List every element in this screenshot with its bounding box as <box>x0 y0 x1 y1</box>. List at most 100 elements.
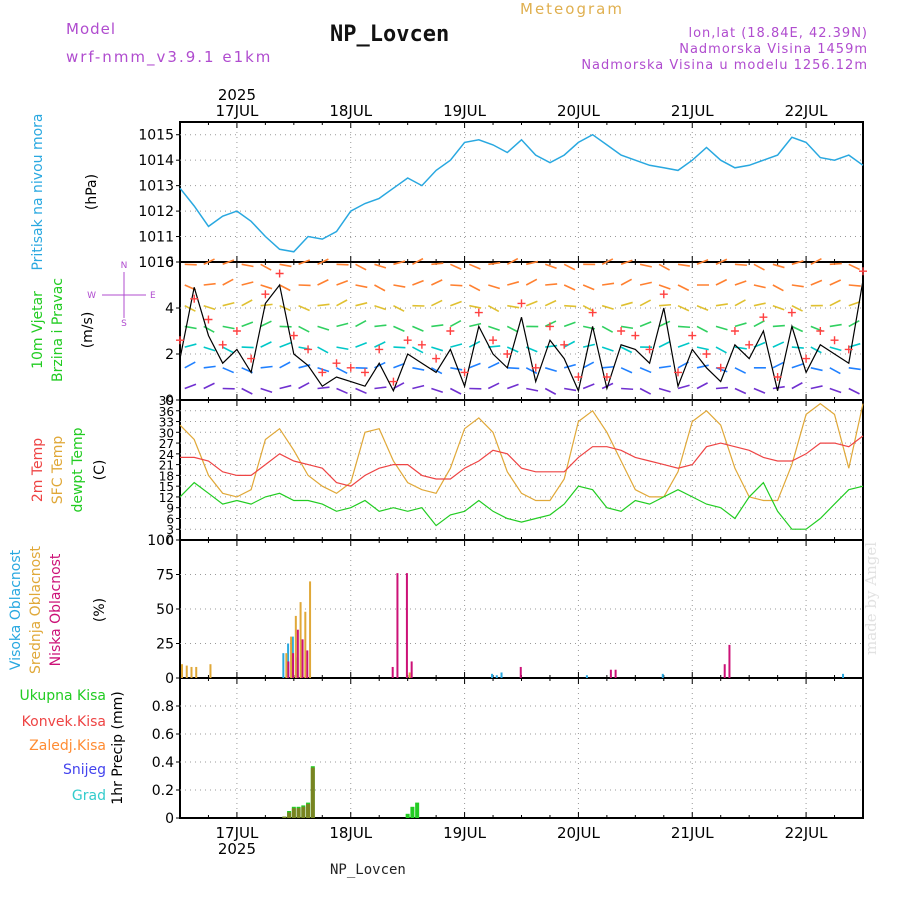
wind-arrow <box>639 387 652 395</box>
panel-frame <box>179 121 864 263</box>
wind-arrow <box>734 299 746 307</box>
wind-arrow <box>772 304 785 311</box>
wind-arrow <box>469 322 482 328</box>
mid-cloud-bar <box>408 672 411 678</box>
y-tick-label: 24 <box>159 448 174 462</box>
y-tick-label: 39 <box>159 394 174 408</box>
wind-arrow <box>488 261 501 266</box>
wind-arrow <box>298 304 310 312</box>
gust-marker <box>574 373 583 381</box>
wind-arrow <box>677 263 691 267</box>
gust-marker <box>602 373 611 381</box>
wind-arrow <box>450 263 462 270</box>
ylabel-wind: Brzina i Pravac <box>50 278 66 382</box>
low-cloud-bar <box>609 669 612 678</box>
wind-arrow <box>488 325 500 331</box>
low-cloud-bar <box>723 664 726 678</box>
wind-arrow <box>848 342 861 348</box>
model-version: wrf-nmm_v3.9.1 e1km <box>66 48 273 66</box>
wind-arrow <box>753 387 766 394</box>
wind-arrow <box>563 321 576 328</box>
y-tick-label: 25 <box>156 637 174 653</box>
wind-arrow <box>525 278 538 286</box>
wind-arrow <box>620 301 633 307</box>
gust-marker <box>176 336 184 345</box>
mid-cloud-bar <box>299 602 302 678</box>
wind-arrow <box>355 263 367 271</box>
y-tick-label: 1013 <box>138 179 174 195</box>
wind-arrow <box>450 284 463 287</box>
low-cloud-bar <box>410 661 413 678</box>
ylabel-temp: SFC Temp <box>50 436 66 505</box>
gust-marker <box>304 345 313 354</box>
wind-arrow <box>374 386 387 390</box>
wind-arrow <box>336 263 349 266</box>
wind-arrow <box>620 259 633 266</box>
gust-marker <box>417 340 426 349</box>
wind-arrow <box>374 304 387 311</box>
wind-arrow <box>544 263 557 269</box>
gust-marker <box>190 294 199 303</box>
wind-arrow <box>658 341 671 348</box>
wind-arrow <box>658 365 672 369</box>
y-tick-label: 1012 <box>138 204 174 220</box>
x-tick-label-bottom: 20JUL <box>557 824 600 842</box>
wind-arrow <box>431 279 443 286</box>
page-title: NP_Lovcen <box>330 22 450 47</box>
y-tick-label: 18 <box>159 469 174 483</box>
gust-marker <box>545 322 554 331</box>
ylabel-unit: (C) <box>92 460 108 481</box>
wind-arrow <box>734 367 747 374</box>
wind-arrow <box>336 322 349 328</box>
wind-arrow <box>374 324 387 328</box>
gust-marker <box>745 340 754 349</box>
wind-arrow <box>696 258 709 266</box>
wind-arrow <box>506 257 519 266</box>
x-tick-label-top: 22JUL <box>785 102 828 120</box>
wind-arrow <box>450 367 463 371</box>
mid-cloud-bar <box>285 653 288 678</box>
gust-marker <box>631 331 640 340</box>
wind-arrow <box>374 341 386 348</box>
wind-arrow <box>658 320 671 328</box>
low-cloud-bar <box>405 573 408 678</box>
gust-marker <box>702 350 711 358</box>
wind-arrow <box>734 263 747 267</box>
wind-arrow <box>772 341 785 348</box>
wind-arrow <box>317 303 330 307</box>
wind-arrow <box>564 304 577 308</box>
gust-marker <box>730 327 739 335</box>
ylabel-unit: (m/s) <box>80 312 96 349</box>
wind-arrow <box>355 302 368 307</box>
wind-arrow <box>241 281 254 286</box>
wind-speed-line <box>179 280 864 393</box>
wind-arrow <box>317 279 329 286</box>
low-cloud-bar <box>287 661 290 678</box>
wind-arrow <box>564 387 577 392</box>
wind-arrow <box>602 365 615 369</box>
y-tick-label: 3 <box>166 523 174 537</box>
high-cloud-bar <box>491 673 494 678</box>
ylabel-unit: (hPa) <box>84 174 100 210</box>
wind-arrow <box>222 301 235 307</box>
wind-arrow <box>753 320 765 328</box>
mid-cloud-bar <box>190 666 193 678</box>
y-tick-label: 27 <box>159 437 174 451</box>
wind-arrow <box>279 263 292 268</box>
wind-arrow <box>222 367 235 374</box>
wind-arrow <box>279 361 291 369</box>
wind-arrow <box>279 304 291 312</box>
wind-arrow <box>829 387 842 394</box>
wind-dir-legend: E <box>150 291 156 301</box>
gust-marker <box>474 308 483 317</box>
y-tick-label: 33 <box>159 416 174 430</box>
wind-arrow <box>658 284 671 290</box>
y-tick-label: 0.2 <box>152 783 174 799</box>
wind-arrow <box>431 299 443 307</box>
y-tick-label: 6 <box>166 512 174 526</box>
wind-arrow <box>563 284 576 291</box>
wind-arrow <box>582 361 595 369</box>
wind-arrow <box>431 387 444 394</box>
gust-marker <box>247 354 256 363</box>
